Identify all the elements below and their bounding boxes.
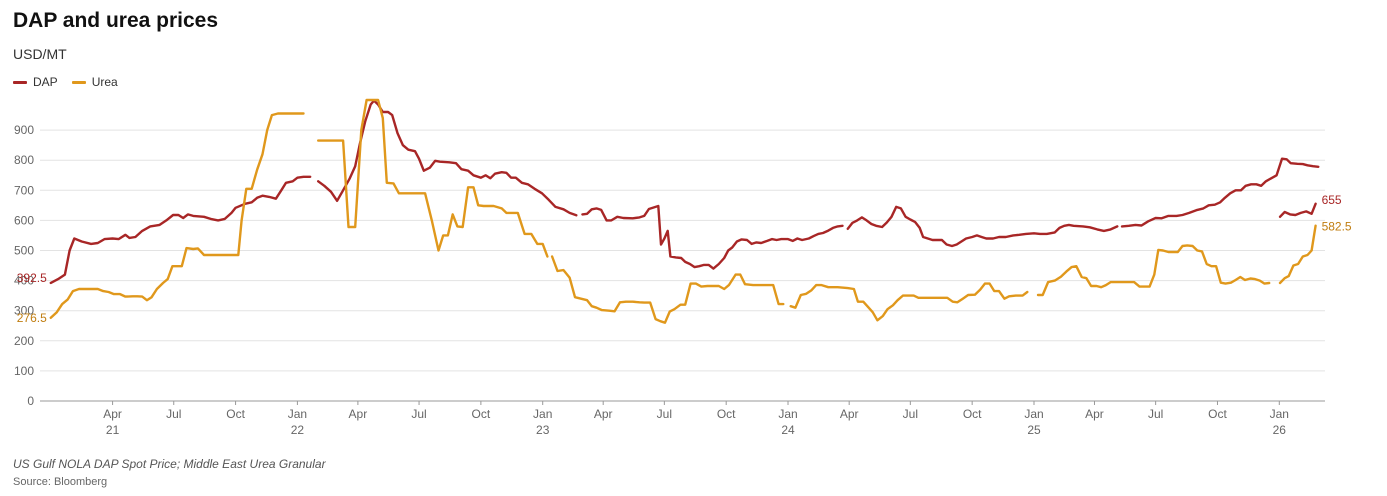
y-tick-label-900: 900 [14, 123, 34, 137]
chart-title: DAP and urea prices [13, 9, 219, 32]
chart-subtitle: USD/MT [13, 46, 67, 62]
series-line-dap-segment-3 [846, 205, 1119, 248]
series-line-dap-segment-4 [1120, 157, 1320, 228]
end-label-dap: 655 [1322, 193, 1342, 207]
x-tick-label-1: Jul [166, 407, 181, 421]
legend-item-dap: DAP [13, 75, 58, 89]
y-tick-label-300: 300 [14, 304, 34, 318]
x-tick-year-0: 21 [106, 423, 120, 437]
series-line-dap-segment-0 [49, 175, 312, 285]
legend-swatch-dap [13, 80, 27, 84]
x-tick-label-11: Jan [778, 407, 797, 421]
y-tick-label-400: 400 [14, 274, 34, 288]
x-tick-label-14: Oct [963, 407, 982, 421]
y-tick-label-0: 0 [27, 394, 34, 408]
legend-label-urea: Urea [91, 75, 118, 89]
x-tick-year-11: 24 [781, 423, 795, 437]
x-tick-label-10: Oct [717, 407, 736, 421]
x-tick-label-4: Apr [349, 407, 368, 421]
x-tick-label-18: Oct [1208, 407, 1227, 421]
x-tick-label-13: Jul [903, 407, 918, 421]
end-label-urea: 582.5 [1322, 220, 1352, 234]
series-line-dap-segment-1 [317, 99, 578, 217]
chart-source: Source: Bloomberg [13, 476, 108, 488]
x-tick-label-0: Apr [103, 407, 122, 421]
series-line-dap-segment-tail [1278, 202, 1317, 218]
start-label-dap: 392.5 [17, 271, 47, 285]
x-tick-label-8: Apr [594, 407, 613, 421]
legend-swatch-urea [71, 80, 86, 84]
y-tick-label-800: 800 [14, 153, 34, 167]
series-line-dap-segment-2 [581, 204, 844, 270]
y-tick-label-600: 600 [14, 213, 34, 227]
start-label-urea: 276.5 [17, 311, 47, 325]
x-tick-year-15: 25 [1027, 423, 1041, 437]
y-tick-label-500: 500 [14, 244, 34, 258]
series-line-urea-segment-2 [550, 255, 785, 324]
x-tick-label-5: Jul [411, 407, 426, 421]
x-tick-label-2: Oct [226, 407, 245, 421]
x-tick-label-19: Jan [1270, 407, 1289, 421]
x-tick-label-7: Jan [533, 407, 552, 421]
x-tick-label-12: Apr [840, 407, 859, 421]
x-tick-label-17: Jul [1148, 407, 1163, 421]
series-line-urea-segment-1 [317, 98, 549, 258]
x-tick-label-3: Jan [288, 407, 307, 421]
y-tick-label-200: 200 [14, 334, 34, 348]
x-tick-label-16: Apr [1085, 407, 1104, 421]
x-tick-label-15: Jan [1024, 407, 1043, 421]
legend: DAP Urea [13, 75, 118, 89]
legend-label-dap: DAP [33, 75, 58, 89]
y-tick-label-700: 700 [14, 183, 34, 197]
x-tick-label-9: Jul [657, 407, 672, 421]
x-tick-label-6: Oct [472, 407, 491, 421]
y-tick-label-100: 100 [14, 364, 34, 378]
series-line-urea-segment-5 [1278, 224, 1317, 285]
series-line-urea-segment-3 [789, 282, 1029, 322]
x-tick-year-7: 23 [536, 423, 550, 437]
x-tick-year-3: 22 [291, 423, 305, 437]
x-tick-year-19: 26 [1273, 423, 1287, 437]
chart-note: US Gulf NOLA DAP Spot Price; Middle East… [13, 457, 326, 471]
legend-item-urea: Urea [71, 75, 118, 89]
series-line-urea-segment-0 [49, 112, 305, 319]
series-line-urea-segment-4 [1036, 244, 1271, 297]
